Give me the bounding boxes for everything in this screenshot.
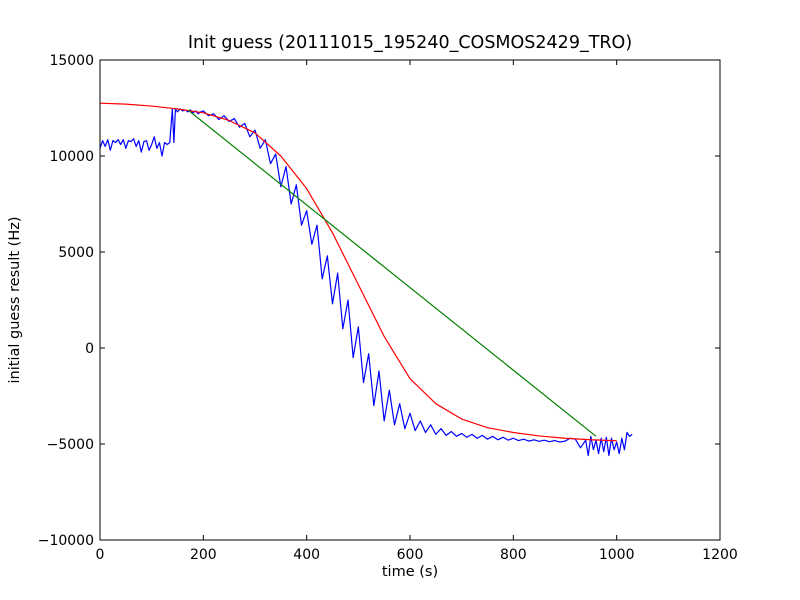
chart-title: Init guess (20111015_195240_COSMOS2429_T… <box>188 33 632 53</box>
y-tick-label: 10000 <box>49 149 94 165</box>
x-axis-ticks: 0 200 400 600 800 1000 1200 <box>96 60 738 563</box>
x-tick-label: 1200 <box>702 547 738 563</box>
y-axis-label: initial guess result (Hz) <box>7 217 23 384</box>
y-tick-label: −10000 <box>38 533 94 549</box>
series-line-fit <box>100 102 617 442</box>
x-tick-label: 800 <box>500 547 527 563</box>
y-tick-label: 15000 <box>49 53 94 69</box>
y-tick-label: 0 <box>85 341 94 357</box>
x-tick-label: 200 <box>190 547 217 563</box>
y-tick-label: −5000 <box>47 437 94 453</box>
x-tick-label: 600 <box>397 547 424 563</box>
x-tick-label: 400 <box>293 547 320 563</box>
x-tick-label: 0 <box>96 547 105 563</box>
series-line-measured <box>100 108 633 457</box>
plot-area <box>99 59 721 541</box>
series-line-trend <box>187 109 597 437</box>
y-axis-ticks: −10000 −5000 0 5000 10000 15000 <box>38 53 720 549</box>
plot-frame <box>99 59 721 541</box>
y-tick-label: 5000 <box>58 245 94 261</box>
x-tick-label: 1000 <box>599 547 635 563</box>
x-axis-label: time (s) <box>382 564 438 580</box>
